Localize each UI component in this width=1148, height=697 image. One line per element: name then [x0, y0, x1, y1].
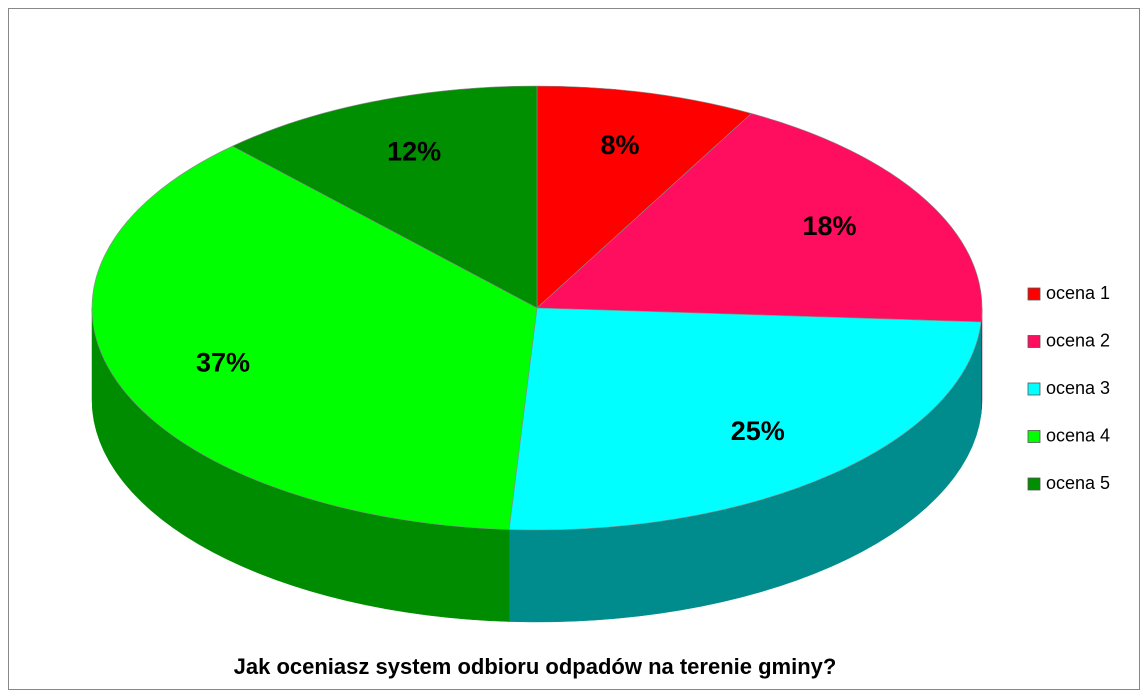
value-label: 8% — [600, 130, 639, 160]
pie-slice — [536, 85, 752, 309]
value-label: 18% — [802, 211, 856, 241]
legend-label: ocena 3 — [1046, 378, 1110, 398]
legend-label: ocena 5 — [1046, 473, 1110, 493]
legend-label: ocena 2 — [1046, 330, 1110, 350]
legend-label: ocena 4 — [1046, 425, 1110, 445]
pie-slice — [231, 85, 538, 309]
legend-swatch — [1027, 477, 1041, 491]
chart-title: Jak oceniasz system odbioru odpadów na t… — [234, 654, 837, 679]
legend-label: ocena 1 — [1046, 283, 1110, 303]
legend-swatch — [1027, 430, 1041, 443]
legend-swatch — [1027, 382, 1041, 396]
pie-slice — [91, 145, 538, 530]
value-label: 12% — [387, 136, 441, 166]
value-label: 37% — [196, 348, 250, 378]
legend-swatch — [1027, 287, 1041, 301]
legend-swatch — [1027, 335, 1041, 348]
pie-slice — [508, 307, 982, 531]
value-label: 25% — [731, 416, 785, 446]
pie-slice — [536, 113, 983, 323]
